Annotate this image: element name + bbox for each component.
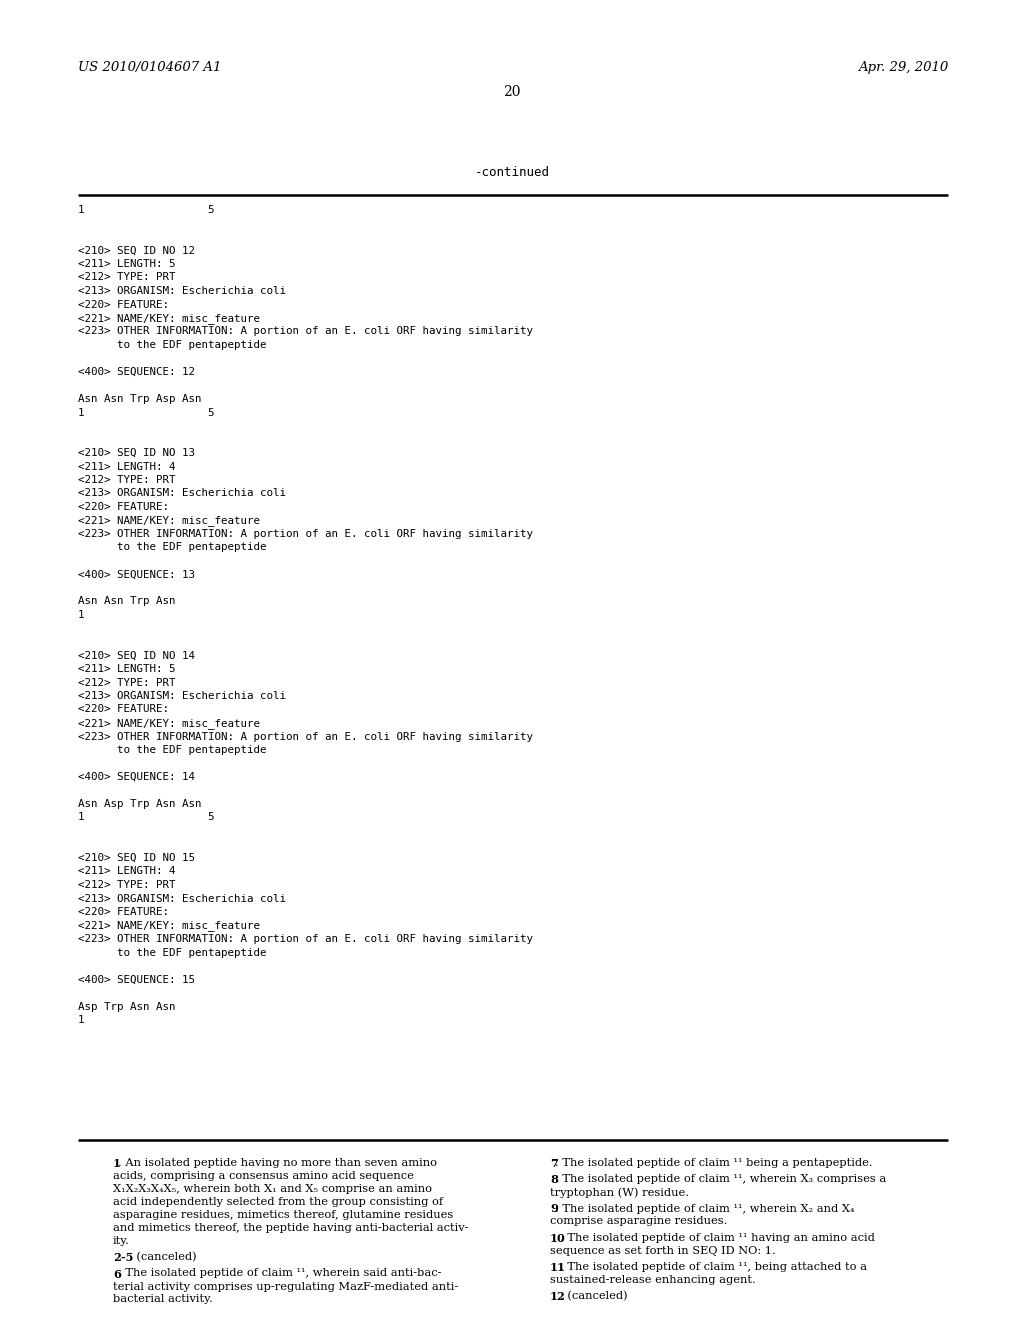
Text: Apr. 29, 2010: Apr. 29, 2010: [858, 62, 948, 74]
Text: 1: 1: [78, 610, 85, 620]
Text: -continued: -continued: [474, 165, 550, 178]
Text: 11: 11: [550, 1262, 566, 1272]
Text: to the EDF pentapeptide: to the EDF pentapeptide: [78, 341, 266, 350]
Text: 1                   5: 1 5: [78, 813, 214, 822]
Text: . An isolated peptide having no more than seven amino: . An isolated peptide having no more tha…: [118, 1158, 437, 1168]
Text: <223> OTHER INFORMATION: A portion of an E. coli ORF having similarity: <223> OTHER INFORMATION: A portion of an…: [78, 731, 534, 742]
Text: <221> NAME/KEY: misc_feature: <221> NAME/KEY: misc_feature: [78, 920, 260, 932]
Text: tryptophan (W) residue.: tryptophan (W) residue.: [550, 1187, 689, 1197]
Text: 12: 12: [550, 1291, 566, 1303]
Text: 7: 7: [550, 1158, 558, 1170]
Text: <400> SEQUENCE: 12: <400> SEQUENCE: 12: [78, 367, 195, 378]
Text: asparagine residues, mimetics thereof, glutamine residues: asparagine residues, mimetics thereof, g…: [113, 1210, 454, 1220]
Text: <221> NAME/KEY: misc_feature: <221> NAME/KEY: misc_feature: [78, 313, 260, 323]
Text: 6: 6: [113, 1269, 121, 1279]
Text: . The isolated peptide of claim ¹¹ being a pentapeptide.: . The isolated peptide of claim ¹¹ being…: [555, 1158, 872, 1168]
Text: <213> ORGANISM: Escherichia coli: <213> ORGANISM: Escherichia coli: [78, 488, 286, 499]
Text: 9: 9: [550, 1204, 558, 1214]
Text: <210> SEQ ID NO 12: <210> SEQ ID NO 12: [78, 246, 195, 256]
Text: <210> SEQ ID NO 14: <210> SEQ ID NO 14: [78, 651, 195, 660]
Text: acid independently selected from the group consisting of: acid independently selected from the gro…: [113, 1197, 443, 1206]
Text: sustained-release enhancing agent.: sustained-release enhancing agent.: [550, 1275, 756, 1284]
Text: acids, comprising a consensus amino acid sequence: acids, comprising a consensus amino acid…: [113, 1171, 414, 1181]
Text: ity.: ity.: [113, 1236, 130, 1246]
Text: comprise asparagine residues.: comprise asparagine residues.: [550, 1217, 727, 1226]
Text: to the EDF pentapeptide: to the EDF pentapeptide: [78, 744, 266, 755]
Text: to the EDF pentapeptide: to the EDF pentapeptide: [78, 543, 266, 553]
Text: <221> NAME/KEY: misc_feature: <221> NAME/KEY: misc_feature: [78, 718, 260, 729]
Text: . The isolated peptide of claim ¹¹, wherein said anti-bac-: . The isolated peptide of claim ¹¹, wher…: [118, 1269, 441, 1279]
Text: 20: 20: [503, 84, 521, 99]
Text: to the EDF pentapeptide: to the EDF pentapeptide: [78, 948, 266, 957]
Text: <400> SEQUENCE: 15: <400> SEQUENCE: 15: [78, 974, 195, 985]
Text: <212> TYPE: PRT: <212> TYPE: PRT: [78, 475, 175, 484]
Text: . The isolated peptide of claim ¹¹, being attached to a: . The isolated peptide of claim ¹¹, bein…: [560, 1262, 867, 1272]
Text: 10: 10: [550, 1233, 566, 1243]
Text: <223> OTHER INFORMATION: A portion of an E. coli ORF having similarity: <223> OTHER INFORMATION: A portion of an…: [78, 935, 534, 944]
Text: <220> FEATURE:: <220> FEATURE:: [78, 705, 169, 714]
Text: 1: 1: [113, 1158, 121, 1170]
Text: sequence as set forth in SEQ ID NO: 1.: sequence as set forth in SEQ ID NO: 1.: [550, 1246, 776, 1255]
Text: <211> LENGTH: 4: <211> LENGTH: 4: [78, 462, 175, 471]
Text: <223> OTHER INFORMATION: A portion of an E. coli ORF having similarity: <223> OTHER INFORMATION: A portion of an…: [78, 326, 534, 337]
Text: 2-5: 2-5: [113, 1253, 133, 1263]
Text: <220> FEATURE:: <220> FEATURE:: [78, 300, 169, 309]
Text: . The isolated peptide of claim ¹¹, wherein X₂ and X₄: . The isolated peptide of claim ¹¹, wher…: [555, 1204, 855, 1213]
Text: Asn Asn Trp Asp Asn: Asn Asn Trp Asp Asn: [78, 393, 202, 404]
Text: Asn Asp Trp Asn Asn: Asn Asp Trp Asn Asn: [78, 799, 202, 809]
Text: <220> FEATURE:: <220> FEATURE:: [78, 907, 169, 917]
Text: and mimetics thereof, the peptide having anti-bacterial activ-: and mimetics thereof, the peptide having…: [113, 1224, 469, 1233]
Text: <220> FEATURE:: <220> FEATURE:: [78, 502, 169, 512]
Text: <211> LENGTH: 5: <211> LENGTH: 5: [78, 664, 175, 675]
Text: terial activity comprises up-regulating MazF-mediated anti-: terial activity comprises up-regulating …: [113, 1282, 459, 1291]
Text: . The isolated peptide of claim ¹¹ having an amino acid: . The isolated peptide of claim ¹¹ havin…: [560, 1233, 876, 1242]
Text: <400> SEQUENCE: 13: <400> SEQUENCE: 13: [78, 569, 195, 579]
Text: . The isolated peptide of claim ¹¹, wherein X₃ comprises a: . The isolated peptide of claim ¹¹, wher…: [555, 1175, 887, 1184]
Text: <210> SEQ ID NO 13: <210> SEQ ID NO 13: [78, 447, 195, 458]
Text: bacterial activity.: bacterial activity.: [113, 1295, 213, 1304]
Text: US 2010/0104607 A1: US 2010/0104607 A1: [78, 62, 221, 74]
Text: <213> ORGANISM: Escherichia coli: <213> ORGANISM: Escherichia coli: [78, 690, 286, 701]
Text: <213> ORGANISM: Escherichia coli: <213> ORGANISM: Escherichia coli: [78, 894, 286, 903]
Text: 1: 1: [78, 1015, 85, 1026]
Text: <212> TYPE: PRT: <212> TYPE: PRT: [78, 272, 175, 282]
Text: <213> ORGANISM: Escherichia coli: <213> ORGANISM: Escherichia coli: [78, 286, 286, 296]
Text: <221> NAME/KEY: misc_feature: <221> NAME/KEY: misc_feature: [78, 516, 260, 527]
Text: <400> SEQUENCE: 14: <400> SEQUENCE: 14: [78, 772, 195, 781]
Text: . (canceled): . (canceled): [560, 1291, 628, 1302]
Text: <212> TYPE: PRT: <212> TYPE: PRT: [78, 677, 175, 688]
Text: <212> TYPE: PRT: <212> TYPE: PRT: [78, 880, 175, 890]
Text: Asn Asn Trp Asn: Asn Asn Trp Asn: [78, 597, 175, 606]
Text: <211> LENGTH: 4: <211> LENGTH: 4: [78, 866, 175, 876]
Text: Asp Trp Asn Asn: Asp Trp Asn Asn: [78, 1002, 175, 1011]
Text: X₁X₂X₃X₄X₅, wherein both X₁ and X₅ comprise an amino: X₁X₂X₃X₄X₅, wherein both X₁ and X₅ compr…: [113, 1184, 432, 1195]
Text: 1                   5: 1 5: [78, 205, 214, 215]
Text: 8: 8: [550, 1175, 558, 1185]
Text: <223> OTHER INFORMATION: A portion of an E. coli ORF having similarity: <223> OTHER INFORMATION: A portion of an…: [78, 529, 534, 539]
Text: . (canceled): . (canceled): [129, 1253, 197, 1262]
Text: <210> SEQ ID NO 15: <210> SEQ ID NO 15: [78, 853, 195, 863]
Text: 1                   5: 1 5: [78, 408, 214, 417]
Text: <211> LENGTH: 5: <211> LENGTH: 5: [78, 259, 175, 269]
